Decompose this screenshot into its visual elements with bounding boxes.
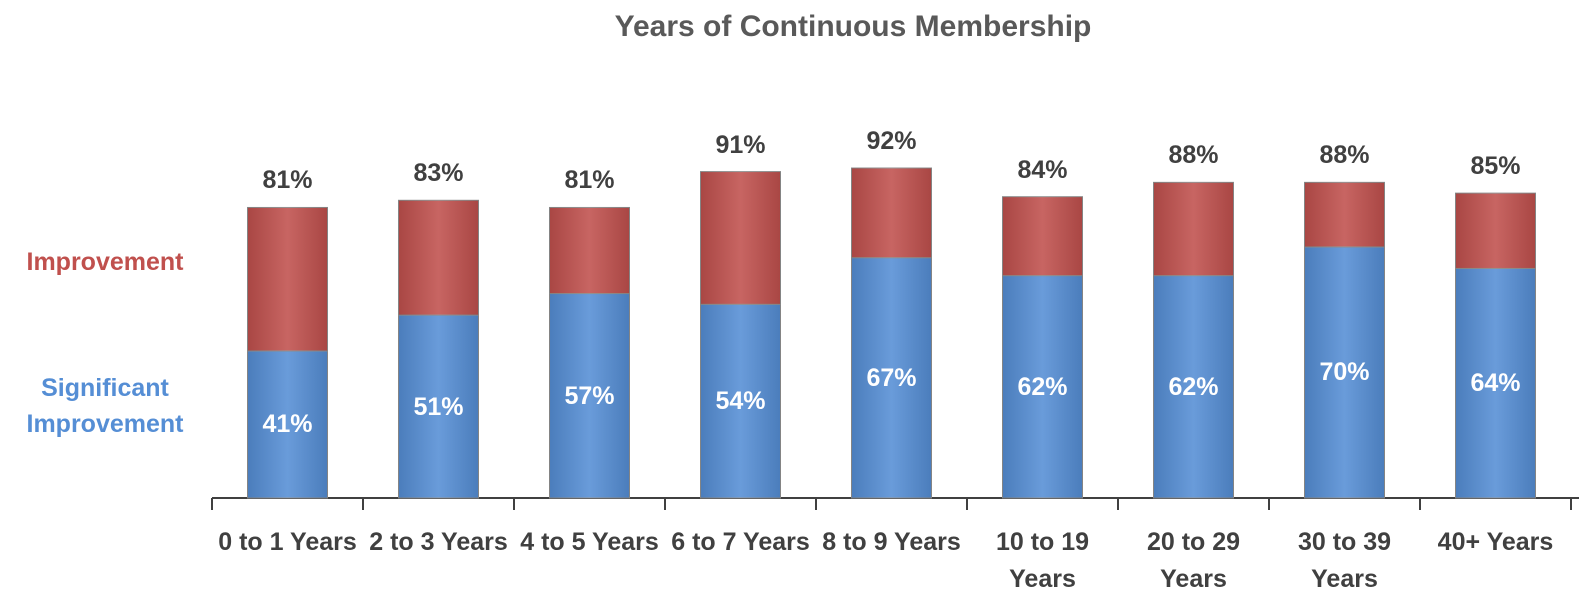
x-tick-label: 20 to 29 Years — [1146, 528, 1241, 593]
legend-label: Improvement — [26, 248, 184, 276]
value-label: 70% — [1319, 358, 1370, 387]
bar-sheen — [1455, 193, 1536, 269]
bar-sheen — [549, 293, 630, 498]
bar-sheen — [1455, 268, 1536, 498]
total-label: 85% — [1470, 152, 1521, 181]
value-label: 51% — [413, 392, 464, 421]
legend-label: Significant Improvement — [26, 374, 184, 438]
bar-sheen — [247, 350, 328, 498]
bar-sheen — [700, 304, 781, 498]
x-tick-label: 2 to 3 Years — [369, 528, 508, 556]
bar-sheen — [700, 171, 781, 305]
value-label: 57% — [564, 381, 615, 410]
x-tick-label: 6 to 7 Years — [671, 528, 810, 556]
value-label: 62% — [1168, 372, 1219, 401]
chart-title: Years of Continuous Membership — [614, 10, 1092, 43]
bar-sheen — [851, 257, 932, 498]
total-label: 88% — [1319, 141, 1370, 170]
total-label: 81% — [262, 166, 313, 195]
bar-sheen — [1002, 275, 1083, 498]
value-label: 67% — [866, 363, 917, 392]
total-label: 91% — [715, 130, 766, 159]
x-tick-label: 8 to 9 Years — [822, 528, 961, 556]
total-label: 84% — [1017, 155, 1068, 184]
bar-sheen — [1304, 246, 1385, 498]
x-tick-label: 4 to 5 Years — [520, 528, 659, 556]
bar-sheen — [398, 315, 479, 498]
value-label: 54% — [715, 387, 766, 416]
value-label: 62% — [1017, 372, 1068, 401]
x-tick-label: 10 to 19 Years — [995, 528, 1090, 593]
bar-sheen — [247, 207, 328, 351]
bar-sheen — [398, 200, 479, 316]
value-label: 64% — [1470, 369, 1521, 398]
total-label: 83% — [413, 159, 464, 188]
x-tick-label: 0 to 1 Years — [218, 528, 357, 556]
value-label: 41% — [262, 410, 313, 439]
bar-sheen — [1153, 275, 1234, 498]
total-label: 81% — [564, 166, 615, 195]
total-label: 88% — [1168, 141, 1219, 170]
bar-sheen — [1304, 182, 1385, 247]
bar-sheen — [549, 207, 630, 294]
bar-sheen — [1153, 182, 1234, 276]
bar-sheen — [1002, 196, 1083, 276]
x-tick-label: 40+ Years — [1437, 528, 1554, 556]
x-tick-label: 30 to 39 Years — [1297, 528, 1392, 593]
bar-sheen — [851, 168, 932, 258]
total-label: 92% — [866, 127, 917, 155]
